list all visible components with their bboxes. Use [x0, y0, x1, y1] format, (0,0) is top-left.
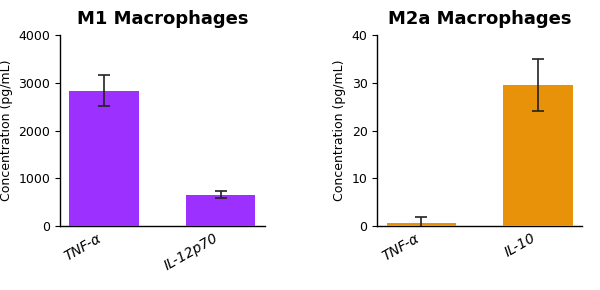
Y-axis label: Concentration (pg/mL): Concentration (pg/mL) — [0, 60, 13, 201]
Bar — [70, 91, 139, 226]
Bar — [185, 195, 256, 226]
Bar — [503, 85, 572, 226]
Title: M1 Macrophages: M1 Macrophages — [77, 10, 248, 28]
Title: M2a Macrophages: M2a Macrophages — [388, 10, 571, 28]
Bar — [386, 223, 457, 226]
Y-axis label: Concentration (pg/mL): Concentration (pg/mL) — [333, 60, 346, 201]
